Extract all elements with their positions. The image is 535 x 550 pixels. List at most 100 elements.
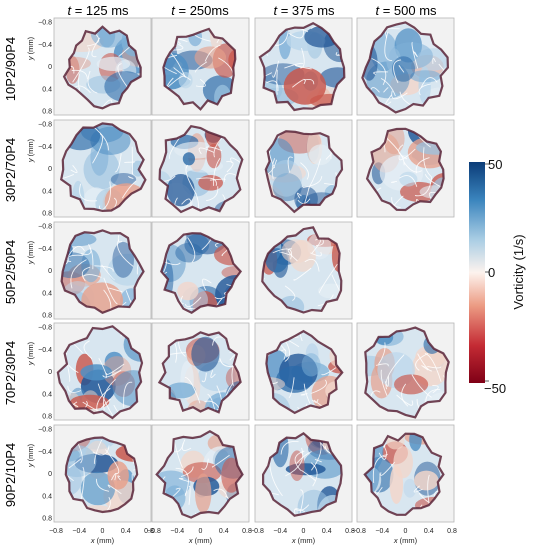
y-tick-label: −0.8 xyxy=(38,122,52,129)
x-tick-label: −0.8 xyxy=(352,528,366,535)
colorbar-tick-label-max: 50 xyxy=(488,157,502,172)
y-tick-label: −0.4 xyxy=(38,449,52,456)
panel-r5-c3 xyxy=(254,424,353,523)
y-tick-label: 0.4 xyxy=(42,391,52,398)
x-tick-label: 0 xyxy=(302,528,306,535)
x-axis-label: x (mm) xyxy=(90,536,115,545)
y-tick-label: 0 xyxy=(48,268,52,275)
y-tick-label: 0 xyxy=(48,64,52,71)
y-tick-label: −0.4 xyxy=(38,144,52,151)
colorbar-label: Vorticity (1/s) xyxy=(511,234,526,309)
y-tick-label: 0.4 xyxy=(42,188,52,195)
x-tick-label: 0.4 xyxy=(322,528,332,535)
y-tick-label: −0.4 xyxy=(38,246,52,253)
droplet-boundary xyxy=(361,21,450,114)
panel-grid xyxy=(53,17,455,523)
x-tick-label: 0.8 xyxy=(447,528,457,535)
row-title-2: 30P2/70P4 xyxy=(3,138,18,202)
colorbar-tick-label-min: −50 xyxy=(484,381,506,396)
y-axis-label: y (mm) xyxy=(26,138,35,163)
x-axis-labels: −0.8 −0.4 0 0.4 0.8 x (mm) −0.8 −0.4 0 0.4 0.8 x (m… xyxy=(49,528,457,545)
y-tick-label: −0.8 xyxy=(38,325,52,332)
x-tick-label: −0.4 xyxy=(72,528,86,535)
droplet-boundary xyxy=(258,21,346,112)
y-axis-label: y (mm) xyxy=(26,443,35,468)
column-title-2: t = 250ms xyxy=(171,3,229,18)
x-axis-label: x (mm) xyxy=(188,536,213,545)
y-tick-label: −0.4 xyxy=(38,347,52,354)
y-axis-label: y (mm) xyxy=(26,341,35,366)
droplet-boundary xyxy=(155,430,244,519)
panel-r2-c3 xyxy=(254,119,353,218)
x-tick-label: 0 xyxy=(404,528,408,535)
y-axis-row-1: −0.8 −0.4 0 0.4 0.8 y (mm) xyxy=(26,20,52,116)
x-tick-label: −0.8 xyxy=(250,528,264,535)
x-tick-label: 0 xyxy=(101,528,105,535)
panel-r3-c1 xyxy=(53,221,152,320)
y-axis-label: y (mm) xyxy=(26,240,35,265)
y-tick-label: 0.8 xyxy=(42,414,52,421)
panel-r4-c4 xyxy=(356,322,455,421)
droplet-boundary xyxy=(365,127,445,212)
x-axis-label: x (mm) xyxy=(393,536,418,545)
x-tick-label: −0.8 xyxy=(147,528,161,535)
x-tick-label: 0.4 xyxy=(424,528,434,535)
column-title-1: t = 125 ms xyxy=(67,3,129,18)
x-tick-label: −0.4 xyxy=(170,528,184,535)
y-axis-label: y (mm) xyxy=(26,36,35,61)
y-axis-labels: −0.8 −0.4 0 0.4 0.8 y (mm) −0.8 −0.4 0 0.4 0.8 y (m… xyxy=(26,20,52,523)
x-tick-label: −0.4 xyxy=(375,528,389,535)
panel-r2-c4 xyxy=(356,119,455,218)
x-tick-label: 0.4 xyxy=(121,528,131,535)
panel-r5-c4 xyxy=(356,424,455,523)
y-axis-row-5: −0.8 −0.4 0 0.4 0.8 y (mm) xyxy=(26,427,52,523)
droplet-boundary xyxy=(56,325,144,420)
x-tick-label: 0 xyxy=(199,528,203,535)
panel-r1-c4 xyxy=(356,17,455,116)
droplet-boundary xyxy=(60,229,145,315)
y-axis-row-4: −0.8 −0.4 0 0.4 0.8 y (mm) xyxy=(26,325,52,421)
droplet-boundary xyxy=(162,27,237,111)
y-tick-label: 0 xyxy=(48,166,52,173)
droplet-boundary xyxy=(158,124,244,214)
x-axis-col-2: −0.8 −0.4 0 0.4 0.8 x (mm) xyxy=(147,528,252,545)
panel-r1-c2 xyxy=(151,17,250,116)
y-axis-row-3: −0.8 −0.4 0 0.4 0.8 y (mm) xyxy=(26,224,52,320)
x-axis-col-4: −0.8 −0.4 0 0.4 0.8 x (mm) xyxy=(352,528,457,545)
x-tick-label: 0.8 xyxy=(242,528,252,535)
x-tick-label: 0.8 xyxy=(345,528,355,535)
droplet-boundary xyxy=(265,329,344,415)
y-tick-label: −0.8 xyxy=(38,20,52,27)
y-tick-label: 0 xyxy=(48,369,52,376)
y-tick-label: −0.8 xyxy=(38,427,52,434)
y-tick-label: 0.8 xyxy=(42,313,52,320)
panel-r1-c1 xyxy=(53,17,152,116)
x-tick-label: 0.8 xyxy=(144,528,154,535)
x-tick-label: −0.4 xyxy=(273,528,287,535)
row-title-3: 50P2/50P4 xyxy=(3,240,18,304)
panel-r2-c1 xyxy=(53,119,152,218)
droplet-boundary xyxy=(364,326,450,419)
column-title-3: t = 375 ms xyxy=(273,3,335,18)
y-tick-label: 0.4 xyxy=(42,493,52,500)
droplet-boundary xyxy=(59,122,147,213)
column-title-4: t = 500 ms xyxy=(375,3,437,18)
droplet-boundary xyxy=(62,25,142,110)
droplet-boundary xyxy=(157,331,242,414)
colorbar xyxy=(469,162,485,383)
row-title-1: 10P2/90P4 xyxy=(3,37,18,101)
droplet-boundary xyxy=(262,432,343,517)
panel-r4-c2 xyxy=(151,322,250,421)
panel-r3-c2 xyxy=(151,221,250,320)
panel-r3-c3 xyxy=(254,221,353,320)
x-axis-label: x (mm) xyxy=(291,536,316,545)
y-tick-label: −0.8 xyxy=(38,224,52,231)
panel-r5-c2 xyxy=(151,424,250,523)
panel-r1-c3 xyxy=(254,17,353,116)
panel-r2-c2 xyxy=(151,119,250,218)
y-tick-label: 0.4 xyxy=(42,290,52,297)
row-title-5: 90P2/10P4 xyxy=(3,443,18,507)
x-axis-col-3: −0.8 −0.4 0 0.4 0.8 x (mm) xyxy=(250,528,355,545)
x-tick-label: −0.8 xyxy=(49,528,63,535)
